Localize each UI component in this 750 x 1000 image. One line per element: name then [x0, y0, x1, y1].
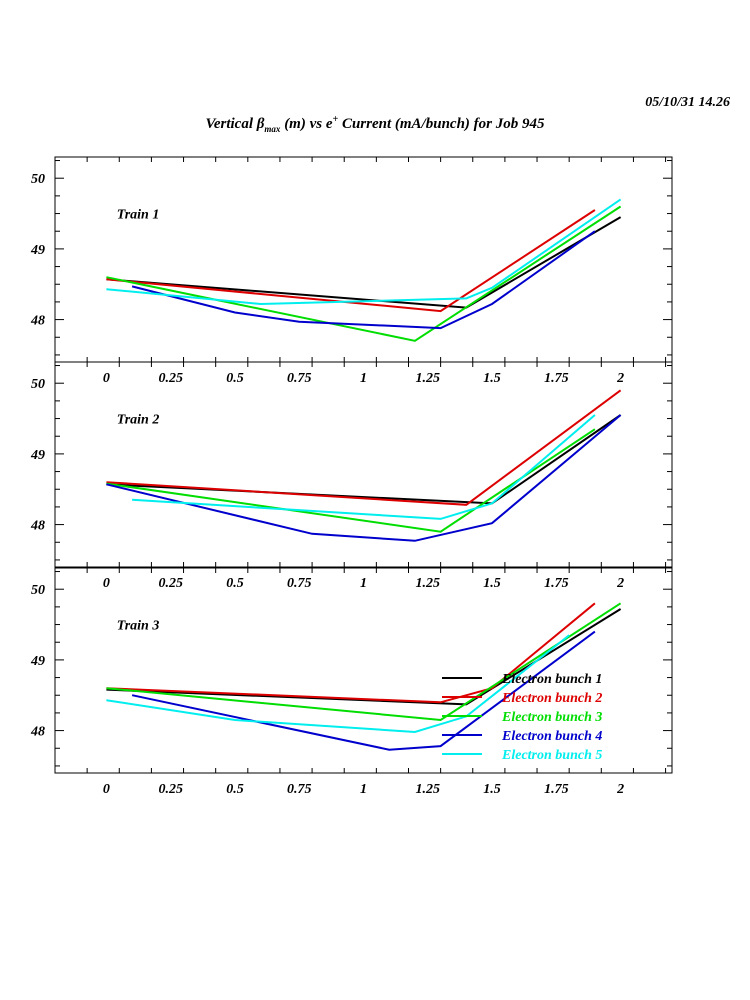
- panel-2-x-tick-label: 1: [360, 576, 367, 591]
- panel-1-x-tick-label: 1.75: [544, 371, 569, 386]
- timestamp: 05/10/31 14.26: [645, 95, 730, 110]
- panel-2-series-line-5: [132, 414, 596, 520]
- panel-2-series-line-3: [106, 428, 596, 533]
- panel-1-x-tick-label: 2: [616, 371, 624, 386]
- panel-2-series-line-4: [106, 414, 622, 542]
- panel-3-x-tick-label: 0: [103, 782, 110, 797]
- panel-1-x-tick-label: 0.25: [158, 371, 183, 386]
- panel-3-series-line-2: [106, 602, 596, 704]
- panel-1-x-tick-label: 0: [103, 371, 110, 386]
- panel-3-x-tick-label: 1: [360, 782, 367, 797]
- panel-1-y-tick-label: 50: [31, 172, 45, 187]
- panel-1-series-line-5: [106, 198, 622, 306]
- panel-3-label: Train 3: [117, 619, 160, 634]
- panel-2-x-tick-label: 1.5: [483, 576, 501, 591]
- panel-1-y-tick-label: 49: [30, 243, 45, 258]
- panel-2-x-tick-label: 1.75: [544, 576, 569, 591]
- panel-3-x-tick-label: 1.75: [544, 782, 569, 797]
- panel-1-series-line-4: [131, 230, 596, 330]
- panel-3-y-tick-label: 49: [30, 654, 45, 669]
- title-superscript: +: [332, 114, 339, 125]
- panel-1-x-tick-label: 1.5: [483, 371, 501, 386]
- title-text-2: (m) vs e: [280, 116, 333, 132]
- title-text-1: Vertical β: [205, 116, 265, 132]
- title-subscript: max: [264, 124, 281, 134]
- panel-1-x-tick-label: 1: [360, 371, 367, 386]
- panel-3-x-tick-label: 0.75: [287, 782, 312, 797]
- panel-3-x-tick-label: 2: [616, 782, 624, 797]
- panel-1-x-tick-label: 1.25: [416, 371, 441, 386]
- panel-3-frame: [54, 567, 673, 774]
- legend-label-1: Electron bunch 1: [501, 672, 602, 687]
- panel-2-y-tick-label: 50: [31, 377, 45, 392]
- panel-3-x-tick-label: 0.25: [158, 782, 183, 797]
- panel-2-x-tick-label: 2: [616, 576, 624, 591]
- panel-1-label: Train 1: [117, 208, 160, 223]
- panel-3-y-tick-label: 48: [30, 725, 45, 740]
- legend-label-3: Electron bunch 3: [501, 710, 602, 725]
- chart-title: Vertical βmax (m) vs e+ Current (mA/bunc…: [60, 114, 690, 134]
- panel-2-series-line-2: [106, 389, 622, 506]
- panel-1-x-tick-label: 0.75: [287, 371, 312, 386]
- panel-2-x-tick-label: 1.25: [416, 576, 441, 591]
- panel-1-series-line-3: [106, 205, 622, 342]
- panel-3-y-tick-label: 50: [31, 583, 45, 598]
- panel-2-x-tick-label: 0.5: [226, 576, 244, 591]
- panel-3-series-line-5: [106, 634, 570, 734]
- panel-2-label: Train 2: [117, 413, 160, 428]
- legend-label-5: Electron bunch 5: [501, 748, 602, 763]
- panel-2-frame: [54, 361, 673, 568]
- panel-1-x-tick-label: 0.5: [226, 371, 244, 386]
- legend-label-2: Electron bunch 2: [501, 691, 602, 706]
- legend-label-4: Electron bunch 4: [501, 729, 602, 744]
- panel-2-x-tick-label: 0.25: [158, 576, 183, 591]
- panel-1-frame: [54, 156, 673, 363]
- panel-2-y-tick-label: 49: [30, 448, 45, 463]
- panel-2-x-tick-label: 0.75: [287, 576, 312, 591]
- panel-1-series-line-2: [106, 209, 596, 313]
- panel-3-x-tick-label: 1.5: [483, 782, 501, 797]
- panel-2-x-tick-label: 0: [103, 576, 110, 591]
- panel-1-y-tick-label: 48: [30, 314, 45, 329]
- title-text-3: Current (mA/bunch) for Job 945: [338, 116, 545, 132]
- panel-3-x-tick-label: 0.5: [226, 782, 244, 797]
- panel-2-y-tick-label: 48: [30, 519, 45, 534]
- panel-3-x-tick-label: 1.25: [416, 782, 441, 797]
